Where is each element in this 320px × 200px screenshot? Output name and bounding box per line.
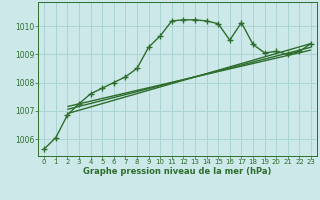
- X-axis label: Graphe pression niveau de la mer (hPa): Graphe pression niveau de la mer (hPa): [84, 167, 272, 176]
